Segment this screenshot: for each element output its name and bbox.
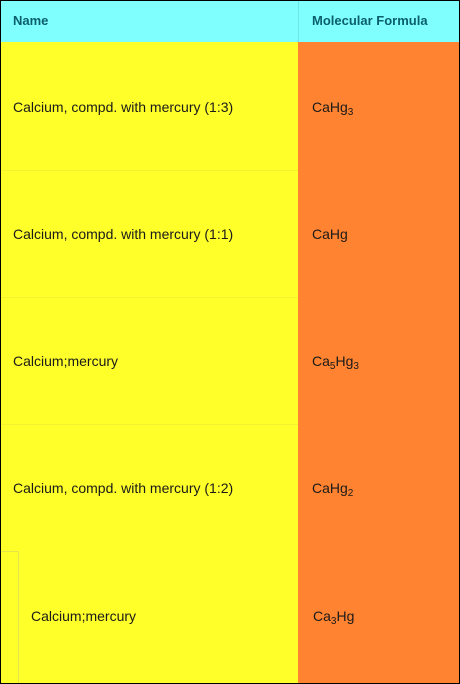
table-row-name: Calcium;mercury <box>13 353 119 369</box>
formula-subscript: 3 <box>353 361 359 372</box>
formula-subscript: 3 <box>347 107 354 118</box>
formula-text: Hg <box>336 608 355 624</box>
formula-column <box>298 42 459 683</box>
row-indent-marker <box>1 551 19 683</box>
column-header-name[interactable]: Name <box>13 13 49 28</box>
formula-subscript: 2 <box>347 488 354 499</box>
formula-text: CaHg <box>312 480 348 496</box>
table-row-formula: Ca3Hg <box>313 607 355 627</box>
name-column <box>1 42 298 683</box>
formula-text: Ca <box>313 608 331 624</box>
formula-text: Hg <box>335 353 354 369</box>
column-header-formula[interactable]: Molecular Formula <box>312 13 428 28</box>
formula-subscript: 3 <box>330 616 337 627</box>
table-row-formula: Ca5Hg3 <box>312 352 359 372</box>
formula-text: Ca <box>312 353 330 369</box>
table-row-formula: CaHg2 <box>312 479 354 499</box>
table-row-formula: CaHg <box>312 225 348 243</box>
row-divider <box>1 297 298 298</box>
table-row-formula: CaHg3 <box>312 98 354 118</box>
row-divider <box>1 424 298 425</box>
table-row-name: Calcium, compd. with mercury (1:1) <box>13 226 234 242</box>
formula-text: CaHg <box>312 99 348 115</box>
formula-text: CaHg <box>312 226 348 242</box>
formula-subscript: 5 <box>329 361 336 372</box>
table-row-name: Calcium;mercury <box>31 608 137 624</box>
table-header: Name Molecular Formula <box>1 1 459 42</box>
row-divider <box>1 170 298 171</box>
header-divider <box>298 1 299 42</box>
table-row-name: Calcium, compd. with mercury (1:2) <box>13 480 234 496</box>
table-row-name: Calcium, compd. with mercury (1:3) <box>13 99 234 115</box>
